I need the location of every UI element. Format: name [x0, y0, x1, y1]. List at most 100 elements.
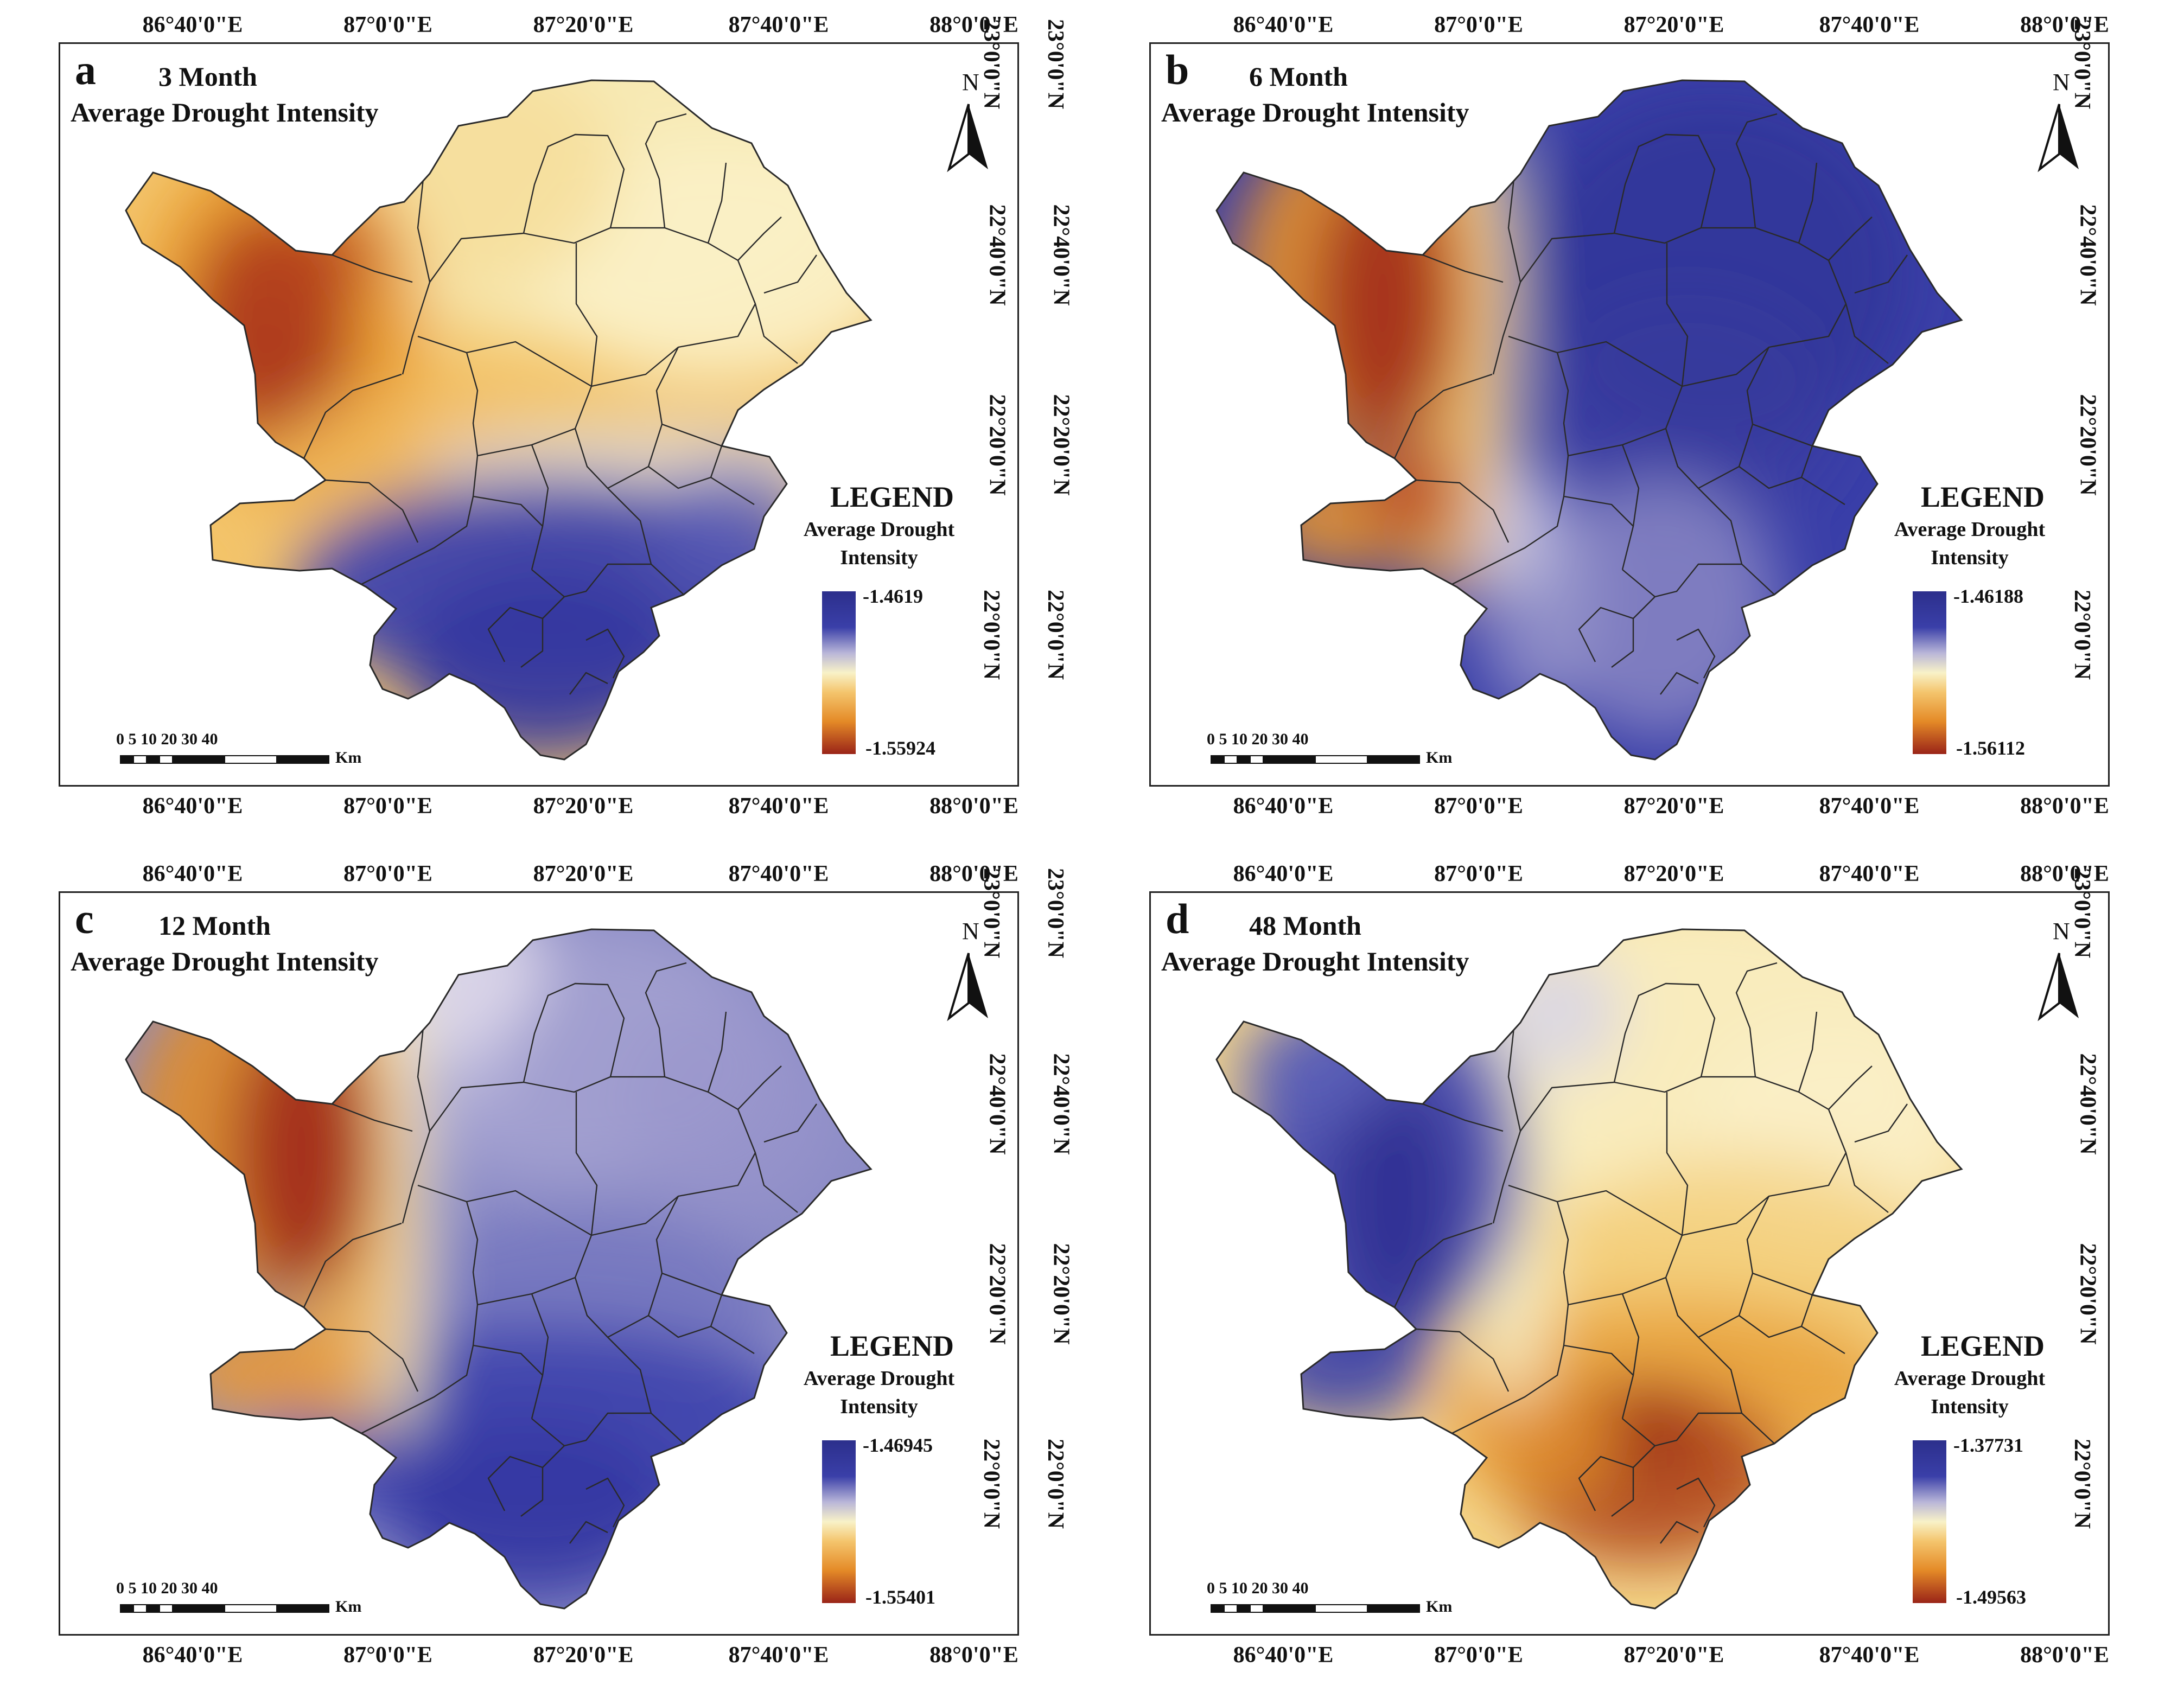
- lon-tick-top: 87°40'0"E: [1819, 12, 1920, 37]
- lon-tick-top: 87°20'0"E: [1623, 12, 1724, 37]
- legend-subtitle-line1: Average Drought: [803, 518, 955, 541]
- scale-bar-unit: Km: [1426, 1598, 1453, 1616]
- lat-tick-left: 23°0'0"N: [1043, 18, 1068, 110]
- lat-tick-right: 22°0'0"N: [2070, 589, 2095, 680]
- lat-tick-right: 23°0'0"N: [979, 18, 1004, 110]
- north-label: N: [962, 69, 979, 95]
- lat-tick-right: 22°20'0"N: [984, 1243, 1010, 1345]
- lat-tick-left: 22°0'0"N: [1043, 589, 1068, 680]
- lon-tick-bottom: 87°0'0"E: [343, 1643, 432, 1668]
- panel-subtitle: Average Drought Intensity: [71, 946, 379, 976]
- block-boundaries: [303, 962, 817, 1544]
- lat-tick-left: 22°20'0"N: [1048, 1243, 1074, 1345]
- lon-tick-top: 87°40'0"E: [728, 861, 829, 886]
- legend-subtitle-line2: Intensity: [840, 546, 918, 569]
- map-panel-a: 86°40'0"E 86°40'0"E 87°0'0"E 87°0'0"E 87°20'…: [0, 0, 1074, 838]
- lat-tick-right: 23°0'0"N: [2070, 867, 2095, 959]
- legend-min-value: -1.55401: [865, 1586, 935, 1608]
- legend-subtitle-line2: Intensity: [1931, 546, 2009, 569]
- panel-period-title: 6 Month: [1249, 61, 1348, 92]
- lon-tick-top: 87°40'0"E: [728, 12, 829, 37]
- panel-letter: a: [75, 46, 96, 93]
- lon-tick-top: 86°40'0"E: [142, 12, 243, 37]
- lon-tick-top: 88°0'0"E: [2020, 12, 2109, 37]
- lon-tick-bottom: 86°40'0"E: [1233, 1643, 1334, 1668]
- lon-tick-top: 87°20'0"E: [533, 12, 634, 37]
- lat-tick-right: 22°0'0"N: [979, 589, 1004, 680]
- map-frame: [59, 891, 1019, 1636]
- scale-bar: [120, 1604, 329, 1613]
- lat-tick-right: 22°20'0"N: [2075, 394, 2100, 496]
- lon-tick-bottom: 87°0'0"E: [1434, 1643, 1523, 1668]
- lon-tick-bottom: 87°20'0"E: [533, 794, 634, 819]
- scale-bar-numbers: 0 5 10 20 30 40: [116, 730, 218, 748]
- legend-max-value: -1.46188: [1953, 585, 2023, 607]
- district-outline: [125, 928, 873, 1610]
- lon-tick-bottom: 86°40'0"E: [142, 1643, 243, 1668]
- lat-tick-left: 22°0'0"N: [1043, 1438, 1068, 1529]
- legend-min-value: -1.49563: [1956, 1586, 2026, 1608]
- panel-subtitle: Average Drought Intensity: [71, 97, 379, 127]
- north-label: N: [962, 918, 979, 944]
- scale-bar: [1211, 755, 1420, 764]
- lon-tick-bottom: 88°0'0"E: [2020, 794, 2109, 819]
- scale-bar: [120, 755, 329, 764]
- lon-tick-top: 86°40'0"E: [1233, 861, 1334, 886]
- north-arrow-icon: [2037, 953, 2079, 1022]
- map-panel-d: 86°40'0"E 86°40'0"E 87°0'0"E 87°0'0"E 87°20'…: [1043, 849, 2165, 1687]
- legend-title: LEGEND: [830, 481, 954, 513]
- lon-tick-top: 87°0'0"E: [1434, 861, 1523, 886]
- lon-tick-bottom: 87°40'0"E: [1819, 794, 1920, 819]
- lon-tick-bottom: 87°0'0"E: [343, 794, 432, 819]
- legend-color-ramp: [822, 591, 856, 754]
- lon-tick-top: 87°20'0"E: [533, 861, 634, 886]
- legend-title: LEGEND: [830, 1330, 954, 1362]
- map-frame: [1149, 42, 2110, 787]
- north-arrow-icon: [2037, 104, 2079, 173]
- district-outline: [1215, 928, 1963, 1610]
- lon-tick-top: 87°40'0"E: [1819, 861, 1920, 886]
- district-outline: [1215, 79, 1963, 761]
- legend-subtitle-line1: Average Drought: [1894, 1367, 2046, 1390]
- legend-color-ramp: [822, 1440, 856, 1603]
- lat-tick-right: 22°20'0"N: [2075, 1243, 2100, 1345]
- map-panel-b: 86°40'0"E 86°40'0"E 87°0'0"E 87°0'0"E 87°20'…: [1043, 0, 2165, 838]
- lat-tick-right: 23°0'0"N: [979, 867, 1004, 959]
- legend-title: LEGEND: [1921, 481, 2045, 513]
- map-svg: [1215, 79, 1963, 761]
- scale-bar-unit: Km: [335, 1598, 362, 1616]
- panel-period-title: 48 Month: [1249, 910, 1361, 941]
- panel-subtitle: Average Drought Intensity: [1161, 97, 1469, 127]
- block-boundaries: [1393, 962, 1908, 1544]
- north-label: N: [2053, 69, 2070, 95]
- lat-tick-right: 22°0'0"N: [979, 1438, 1004, 1529]
- district-outline: [125, 79, 873, 761]
- scale-bar-numbers: 0 5 10 20 30 40: [1207, 730, 1309, 748]
- north-arrow-icon: [947, 953, 988, 1022]
- map-svg: [125, 79, 873, 761]
- lat-tick-left: 22°40'0"N: [1048, 204, 1074, 306]
- drought-intensity-surface: [126, 929, 871, 1608]
- legend-subtitle-line1: Average Drought: [803, 1367, 955, 1390]
- legend-max-value: -1.46945: [863, 1434, 933, 1456]
- legend-subtitle-line2: Intensity: [1931, 1395, 2009, 1418]
- legend-min-value: -1.56112: [1956, 737, 2026, 759]
- lon-tick-bottom: 88°0'0"E: [2020, 1643, 2109, 1668]
- lon-tick-bottom: 87°40'0"E: [1819, 1643, 1920, 1668]
- lat-tick-left: 22°40'0"N: [1048, 1053, 1074, 1155]
- lat-tick-right: 22°20'0"N: [984, 394, 1010, 496]
- panel-period-title: 12 Month: [158, 910, 271, 941]
- lon-tick-top: 88°0'0"E: [929, 12, 1018, 37]
- lon-tick-bottom: 87°20'0"E: [1623, 794, 1724, 819]
- panel-letter: c: [75, 895, 94, 942]
- legend-color-ramp: [1913, 1440, 1946, 1603]
- lon-tick-top: 87°0'0"E: [343, 12, 432, 37]
- map-panel-c: 86°40'0"E 86°40'0"E 87°0'0"E 87°0'0"E 87°20'…: [0, 849, 1074, 1687]
- legend-max-value: -1.4619: [863, 585, 923, 607]
- lon-tick-bottom: 87°40'0"E: [728, 1643, 829, 1668]
- scale-bar-numbers: 0 5 10 20 30 40: [1207, 1579, 1309, 1597]
- map-svg: [1215, 928, 1963, 1610]
- lat-tick-left: 22°20'0"N: [1048, 394, 1074, 496]
- panel-subtitle: Average Drought Intensity: [1161, 946, 1469, 976]
- lon-tick-bottom: 87°20'0"E: [533, 1643, 634, 1668]
